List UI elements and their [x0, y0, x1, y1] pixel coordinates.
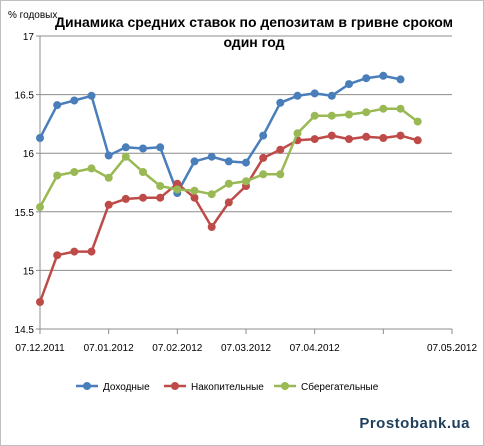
data-point	[242, 158, 250, 167]
data-point	[259, 170, 268, 179]
data-point	[345, 110, 353, 119]
data-point	[224, 198, 233, 207]
axes: 14.5 15 15.5 16 16.5 17 07.12.2011 07.01.2012 07…	[15, 32, 478, 354]
legend-label: Доходные	[103, 382, 150, 393]
data-point	[345, 80, 353, 89]
y-axis-unit-label: % годовых	[8, 10, 57, 21]
data-point	[413, 117, 422, 126]
data-point	[53, 101, 62, 110]
data-point	[362, 108, 371, 117]
data-point	[87, 91, 96, 100]
data-point	[87, 247, 96, 256]
data-point	[413, 136, 422, 145]
data-point	[327, 131, 336, 140]
data-point	[345, 135, 353, 144]
data-point	[70, 96, 79, 105]
data-point	[276, 98, 285, 107]
y-tick-label: 16.5	[15, 91, 35, 102]
data-point	[121, 143, 130, 152]
data-point	[207, 223, 216, 231]
data-point	[70, 247, 79, 256]
data-point	[379, 134, 388, 142]
x-tick-label: 07.12.2011	[15, 343, 65, 354]
x-tick-label: 07.05.2012	[427, 343, 477, 354]
legend-label: Накопительные	[191, 382, 264, 393]
data-point	[362, 74, 371, 83]
series-line	[38, 74, 401, 195]
data-point	[259, 131, 268, 140]
data-point	[190, 186, 199, 195]
data-point	[207, 152, 216, 161]
data-point	[173, 179, 182, 188]
data-point	[276, 145, 285, 154]
chart-title-line-2: один год	[223, 34, 284, 50]
y-tick-label: 16	[23, 149, 35, 160]
legend-marker	[83, 382, 91, 390]
x-tick-label: 07.04.2012	[290, 343, 340, 354]
x-tick-label: 07.01.2012	[84, 343, 134, 354]
data-point	[36, 203, 44, 212]
data-point	[36, 134, 44, 142]
series-lines	[36, 71, 422, 306]
data-point	[327, 91, 336, 100]
data-point	[121, 194, 130, 203]
data-point	[293, 129, 302, 138]
data-point	[224, 157, 233, 166]
data-point	[53, 171, 62, 180]
data-point	[53, 251, 62, 260]
legend-label: Сберегательные	[301, 381, 379, 393]
x-tick-label: 07.02.2012	[152, 343, 202, 354]
watermark: Prostobank.ua	[359, 415, 470, 432]
data-point	[379, 71, 388, 80]
data-point	[139, 144, 147, 153]
data-point	[190, 193, 199, 202]
data-point	[156, 143, 165, 152]
data-point	[259, 153, 268, 162]
series-3	[36, 104, 422, 212]
data-point	[310, 111, 319, 120]
data-point	[276, 170, 285, 179]
data-point	[207, 190, 216, 199]
data-point	[104, 200, 113, 209]
data-point	[396, 104, 405, 113]
data-point	[396, 131, 405, 140]
data-point	[190, 157, 199, 166]
y-tick-label: 15.5	[15, 208, 35, 219]
legend-marker	[171, 382, 179, 390]
data-point	[156, 182, 165, 190]
data-point	[121, 152, 130, 161]
data-point	[173, 185, 182, 194]
data-point	[310, 135, 319, 144]
y-tick-label: 14.5	[15, 325, 35, 336]
data-point	[310, 89, 319, 98]
data-point	[104, 151, 113, 160]
y-tick-label: 17	[23, 32, 35, 43]
data-point	[87, 164, 96, 173]
data-point	[139, 168, 147, 176]
legend-marker	[281, 382, 289, 390]
chart-title-line-1: Динамика средних ставок по депозитам в г…	[55, 14, 453, 30]
data-point	[396, 75, 405, 84]
data-point	[36, 298, 44, 306]
data-point	[139, 193, 147, 202]
x-tick-label: 07.03.2012	[221, 343, 271, 354]
data-point	[242, 177, 250, 186]
data-point	[104, 173, 113, 182]
data-point	[70, 168, 79, 176]
data-point	[156, 193, 165, 202]
data-point	[327, 111, 336, 120]
data-point	[224, 179, 233, 188]
data-point	[293, 91, 302, 100]
data-point	[379, 104, 388, 113]
y-tick-label: 15	[23, 266, 35, 277]
legend: Доходные Накопительные Сберегательные	[76, 381, 379, 393]
data-point	[362, 132, 371, 141]
